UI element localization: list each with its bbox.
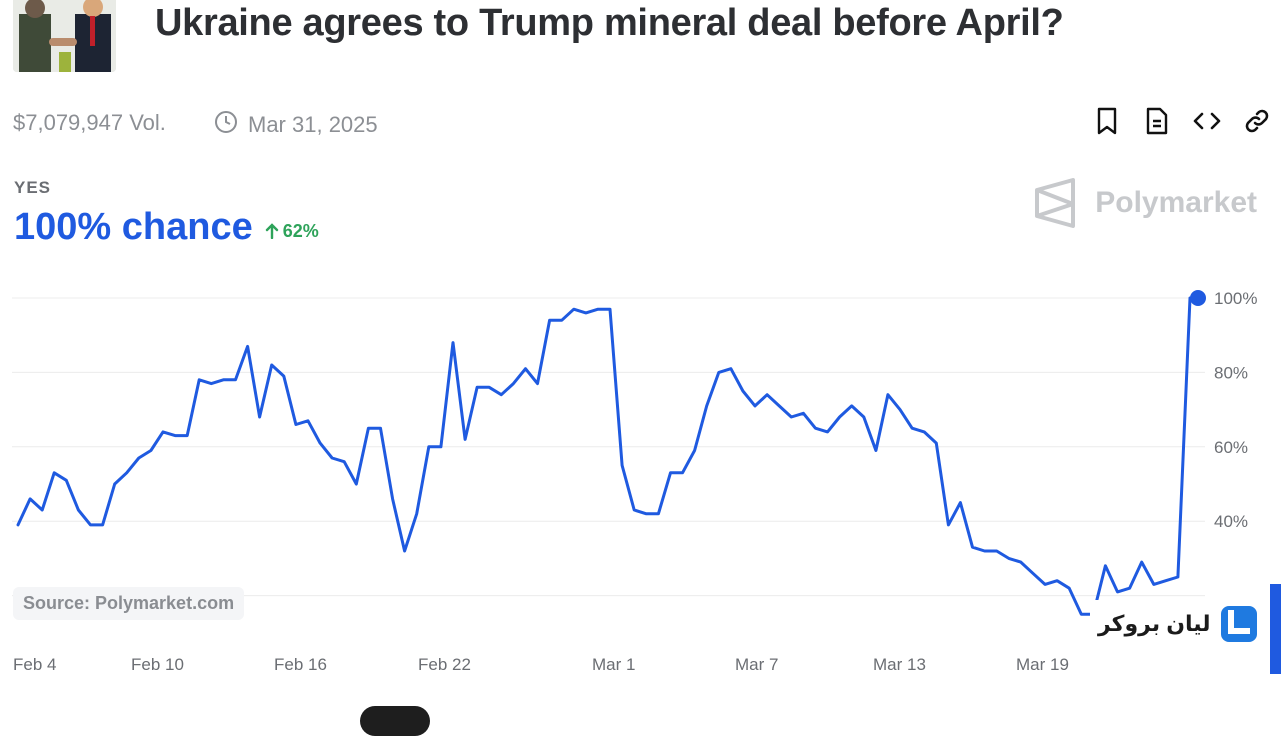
link-icon[interactable] [1243, 106, 1271, 136]
watermark-text: لیان بروکر [1098, 611, 1211, 636]
x-tick-label: Mar 19 [1016, 655, 1069, 674]
chance-readout: 100% chance 62% [14, 206, 319, 249]
x-tick-label: Feb 4 [13, 655, 56, 674]
y-tick-label: 40% [1214, 512, 1248, 531]
outcome-label: YES [14, 178, 52, 197]
price-chart: 40% 60% 80% 100% Feb 4 Feb 10 Feb 16 Feb 22 Mar… [12, 289, 1257, 674]
x-tick-label: Mar 13 [873, 655, 926, 674]
brand-name: Polymarket [1095, 186, 1257, 219]
x-tick-label: Feb 22 [418, 655, 471, 674]
broker-logo-icon [1220, 606, 1257, 642]
volume: $7,079,947 Vol. [13, 110, 166, 135]
chance-delta: 62% [265, 221, 319, 242]
x-tick-label: Feb 10 [131, 655, 184, 674]
document-icon[interactable] [1143, 106, 1171, 136]
x-tick-label: Mar 7 [735, 655, 778, 674]
polymarket-logo-icon [1035, 178, 1076, 228]
source-label: Source: Polymarket.com [13, 587, 245, 620]
clock-icon [214, 110, 238, 140]
chance-value: 100% chance [14, 206, 253, 248]
end-date: Mar 31, 2025 [214, 110, 378, 140]
end-date-text: Mar 31, 2025 [248, 112, 378, 137]
y-axis-labels: 40% 60% 80% 100% [1214, 289, 1257, 531]
y-tick-label: 80% [1214, 363, 1248, 382]
polymarket-brand: Polymarket [1033, 176, 1257, 230]
toolbar [1093, 106, 1271, 136]
code-icon[interactable] [1193, 106, 1221, 136]
watermark: لیان بروکر [1090, 600, 1265, 648]
market-thumbnail [13, 0, 116, 72]
y-tick-label: 60% [1214, 438, 1248, 457]
x-axis-labels: Feb 4 Feb 10 Feb 16 Feb 22 Mar 1 Mar 7 Mar 13 M… [13, 655, 1069, 674]
range-tab-active[interactable] [360, 706, 430, 736]
arrow-up-icon [265, 223, 278, 239]
chance-delta-value: 62% [282, 220, 319, 241]
y-tick-label: 100% [1214, 289, 1257, 308]
latest-point [1190, 290, 1206, 306]
edge-accent [1270, 584, 1281, 674]
x-tick-label: Feb 16 [274, 655, 327, 674]
x-tick-label: Mar 1 [592, 655, 635, 674]
market-title: Ukraine agrees to Trump mineral deal bef… [155, 2, 1064, 44]
series-line [16, 296, 1200, 616]
bookmark-icon[interactable] [1093, 106, 1121, 136]
chart-grid [12, 297, 1205, 597]
